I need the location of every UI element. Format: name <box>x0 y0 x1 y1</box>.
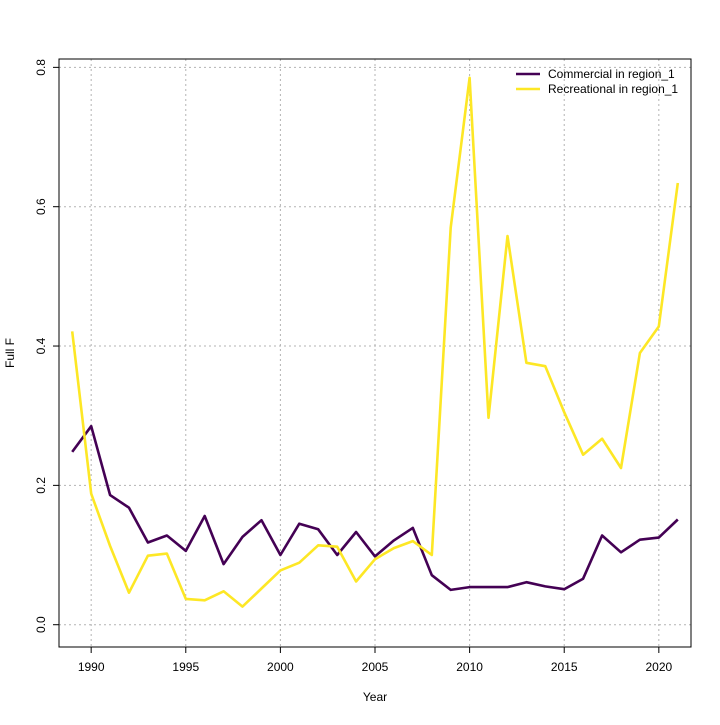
x-tick-label: 1995 <box>172 660 199 674</box>
y-tick-label: 0.8 <box>34 59 48 76</box>
x-tick-label: 1990 <box>78 660 105 674</box>
x-tick-label: 2020 <box>645 660 672 674</box>
legend-label: Commercial in region_1 <box>548 67 675 81</box>
x-tick-label: 2010 <box>456 660 483 674</box>
x-tick-label: 2005 <box>362 660 389 674</box>
series-line-recreational <box>70 76 680 608</box>
x-tick-label: 2015 <box>551 660 578 674</box>
y-tick-label: 0.6 <box>34 198 48 215</box>
y-tick-label: 0.0 <box>34 616 48 633</box>
x-axis: 1990 1995 2000 2005 2010 2015 2020 <box>78 647 673 674</box>
y-axis: 0.0 0.2 0.4 0.6 0.8 <box>34 59 59 633</box>
y-axis-title: Full F <box>3 338 17 368</box>
x-axis-title: Year <box>363 690 387 704</box>
legend-label: Recreational in region_1 <box>548 82 678 96</box>
series-line-commercial <box>71 424 679 592</box>
y-tick-label: 0.2 <box>34 477 48 494</box>
y-tick-label: 0.4 <box>34 337 48 354</box>
series-lines <box>70 76 680 608</box>
x-tick-label: 2000 <box>267 660 294 674</box>
